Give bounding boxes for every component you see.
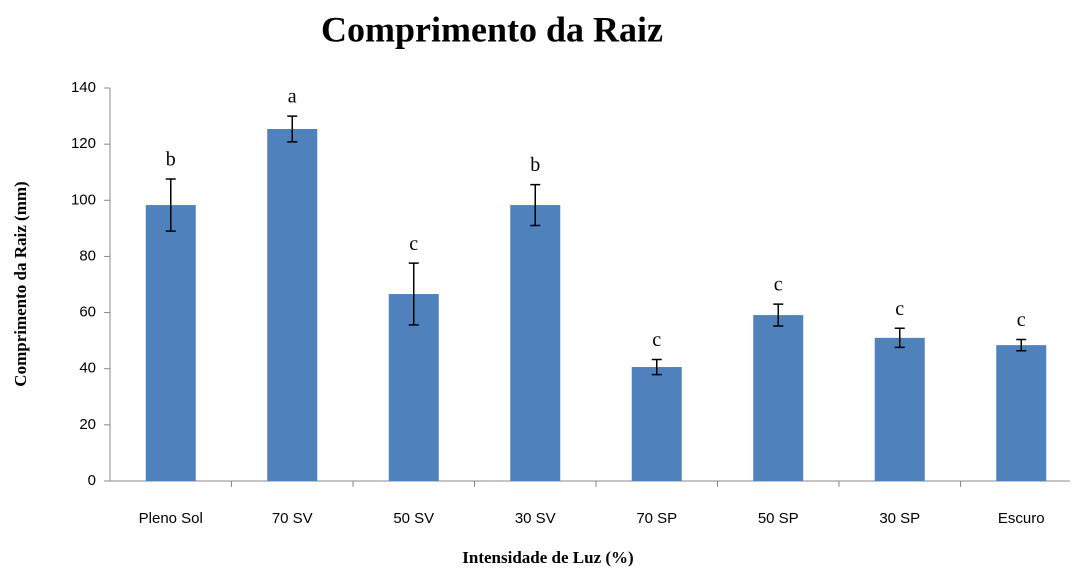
x-tick-label: 30 SP <box>879 510 920 527</box>
y-tick-label: 0 <box>88 472 96 489</box>
x-tick-label: Escuro <box>998 510 1045 527</box>
annotation: a <box>288 86 297 108</box>
annotation: c <box>774 274 783 296</box>
annotation: c <box>895 298 904 320</box>
bar <box>996 345 1047 481</box>
x-tick-label: Pleno Sol <box>139 510 203 527</box>
y-tick-label: 80 <box>79 247 96 264</box>
x-tick-label: 30 SV <box>515 510 556 527</box>
y-tick-label: 20 <box>79 416 96 433</box>
error-bar <box>287 115 298 143</box>
bar <box>267 128 318 481</box>
annotation: b <box>530 154 540 176</box>
bar <box>753 315 804 481</box>
x-tick-label: 70 SV <box>272 510 313 527</box>
annotation: c <box>409 233 418 255</box>
y-tick-label: 60 <box>79 304 96 321</box>
error-bar <box>408 262 419 326</box>
error-bar <box>773 303 784 327</box>
error-bar <box>1016 338 1027 352</box>
y-tick-label: 140 <box>71 79 96 96</box>
bar <box>631 367 682 481</box>
annotation: b <box>166 149 176 171</box>
x-axis-label: Intensidade de Luz (%) <box>462 548 633 567</box>
y-axis-label: Comprimento da Raiz (mm) <box>11 181 30 386</box>
y-tick-label: 40 <box>79 360 96 377</box>
bar <box>145 205 196 481</box>
annotation: c <box>652 329 661 351</box>
error-bar <box>165 178 176 232</box>
x-tick-label: 70 SP <box>636 510 677 527</box>
chart-title: Comprimento da Raiz <box>321 9 663 49</box>
bar <box>874 337 925 481</box>
error-bar <box>894 327 905 349</box>
y-tick-label: 100 <box>71 191 96 208</box>
x-tick-label: 50 SV <box>393 510 434 527</box>
y-tick-label: 120 <box>71 135 96 152</box>
error-bar <box>651 358 662 376</box>
error-bar <box>530 183 541 227</box>
annotation: c <box>1017 309 1026 331</box>
bar <box>510 205 561 481</box>
x-tick-label: 50 SP <box>758 510 799 527</box>
